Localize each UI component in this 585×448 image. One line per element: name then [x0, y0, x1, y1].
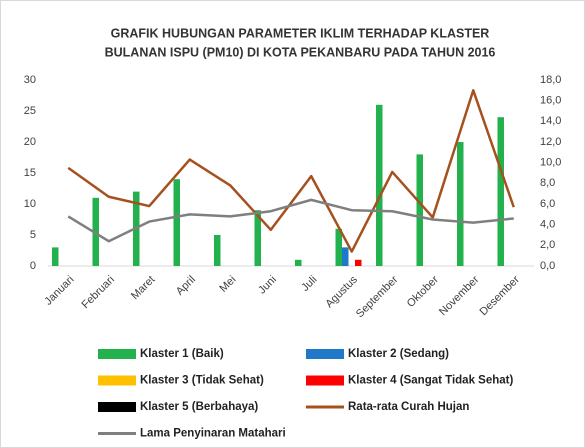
bar: [52, 247, 59, 266]
legend-label: Klaster 3 (Tidak Sehat): [140, 375, 264, 387]
line-series: [67, 198, 514, 243]
bar: [342, 247, 349, 266]
legend-swatch: [98, 349, 136, 359]
bar: [355, 259, 362, 266]
y-tick-label: 0: [30, 260, 36, 272]
y2-tick-label: 12,0: [540, 136, 561, 148]
y-tick-label: 5: [30, 229, 36, 241]
bar: [295, 259, 302, 266]
bar: [457, 142, 464, 266]
y2-tick-label: 0,0: [540, 260, 555, 272]
y-tick-label: 15: [24, 167, 36, 179]
legend-label: Klaster 2 (Sedang): [348, 348, 449, 360]
legend-label: Lama Penyinaran Matahari: [140, 428, 286, 440]
y-tick-label: 30: [24, 74, 36, 86]
line-series: [67, 89, 515, 253]
legend-label: Klaster 5 (Berbahaya): [140, 401, 258, 413]
y-tick-label: 20: [24, 136, 36, 148]
chart-title: BULANAN ISPU (PM10) DI KOTA PEKANBARU PA…: [105, 45, 496, 59]
y2-tick-label: 4,0: [540, 219, 555, 231]
y2-tick-label: 2,0: [540, 239, 555, 251]
y2-tick-label: 6,0: [540, 198, 555, 210]
y-tick-label: 10: [24, 198, 36, 210]
bar: [376, 104, 383, 266]
y2-tick-label: 18,0: [540, 74, 561, 86]
legend-label: Klaster 1 (Baik): [140, 348, 224, 360]
chart-title: GRAFIK HUBUNGAN PARAMETER IKLIM TERHADAP…: [111, 26, 490, 40]
y-tick-label: 25: [24, 105, 36, 117]
y2-tick-label: 14,0: [540, 115, 561, 127]
bar: [173, 179, 180, 266]
bar: [254, 210, 261, 266]
bar: [416, 154, 423, 266]
y2-tick-label: 8,0: [540, 177, 555, 189]
bar: [497, 117, 504, 266]
legend-swatch: [306, 349, 344, 359]
legend-label: Rata-rata Curah Hujan: [348, 401, 469, 413]
y2-tick-label: 10,0: [540, 157, 561, 169]
legend-swatch: [306, 375, 344, 386]
bar: [214, 235, 221, 266]
y2-tick-label: 16,0: [540, 95, 561, 107]
legend-swatch: [98, 375, 136, 386]
legend-label: Klaster 4 (Sangat Tidak Sehat): [348, 375, 513, 387]
legend-swatch: [98, 402, 136, 412]
bar: [335, 228, 342, 266]
